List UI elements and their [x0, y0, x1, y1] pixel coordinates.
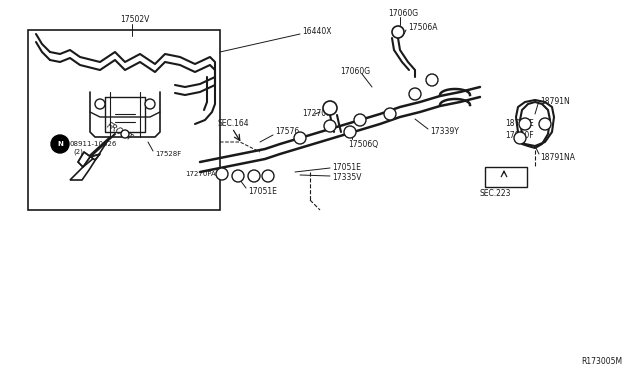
Bar [485, 167, 527, 187]
Text: 08911-10626: 08911-10626 [70, 141, 117, 147]
Circle shape [294, 132, 306, 144]
Circle shape [409, 88, 421, 100]
Text: 17051E: 17051E [248, 187, 277, 196]
Text: 17502V: 17502V [120, 16, 149, 25]
Text: 18791N: 18791N [540, 97, 570, 106]
Text: 17528F: 17528F [155, 151, 181, 157]
Text: FRONT: FRONT [105, 121, 134, 143]
Text: 17335V: 17335V [332, 173, 362, 183]
Text: R173005M: R173005M [581, 357, 622, 366]
Text: SEC.223: SEC.223 [480, 189, 511, 199]
Circle shape [51, 135, 69, 153]
Circle shape [121, 130, 129, 138]
Circle shape [248, 170, 260, 182]
Text: 18791NA: 18791NA [540, 153, 575, 161]
Circle shape [324, 120, 336, 132]
Circle shape [426, 74, 438, 86]
Circle shape [95, 99, 105, 109]
Text: 18792E: 18792E [505, 119, 534, 128]
Circle shape [323, 101, 337, 115]
Text: SEC.164: SEC.164 [218, 119, 250, 128]
Text: N: N [57, 141, 63, 147]
Text: 17506Q: 17506Q [348, 140, 378, 148]
Text: 17060F: 17060F [505, 131, 534, 141]
Text: (2): (2) [73, 149, 83, 155]
Circle shape [216, 168, 228, 180]
Text: 17339Y: 17339Y [430, 128, 459, 137]
Circle shape [354, 114, 366, 126]
Text: 17060G: 17060G [388, 10, 418, 19]
Circle shape [539, 118, 551, 130]
Bar [28, 30, 220, 210]
Text: 17576: 17576 [275, 128, 300, 137]
Circle shape [519, 118, 531, 130]
Circle shape [384, 108, 396, 120]
Circle shape [514, 132, 526, 144]
Circle shape [344, 126, 356, 138]
Circle shape [232, 170, 244, 182]
Text: 17051E: 17051E [332, 164, 361, 173]
Polygon shape [78, 152, 100, 167]
Text: 17060G: 17060G [340, 67, 370, 77]
Text: 17506A: 17506A [408, 22, 438, 32]
Circle shape [262, 170, 274, 182]
Text: 16440X: 16440X [302, 28, 332, 36]
Circle shape [145, 99, 155, 109]
Text: 17270PA: 17270PA [185, 171, 216, 177]
Circle shape [392, 26, 404, 38]
Text: 17270P: 17270P [302, 109, 331, 119]
